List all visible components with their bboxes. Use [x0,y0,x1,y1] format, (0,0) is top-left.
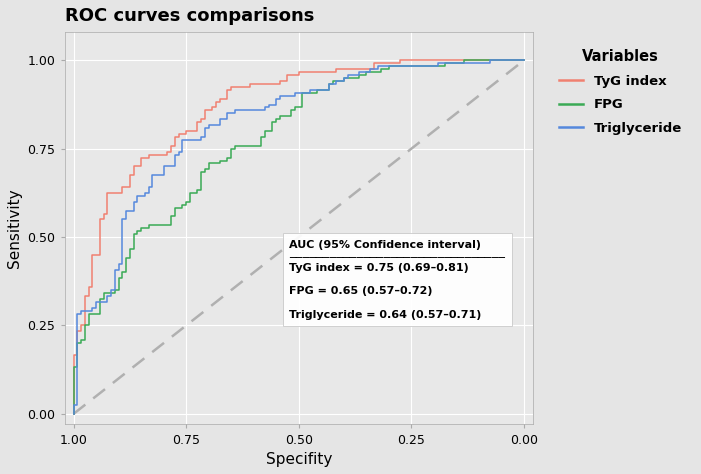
Text: AUC (95% Confidence interval)
────────────────────────────────
TyG index = 0.75 : AUC (95% Confidence interval) ──────────… [290,240,505,319]
Y-axis label: Sensitivity: Sensitivity [7,189,22,268]
Text: ROC curves comparisons: ROC curves comparisons [64,7,314,25]
X-axis label: Specifity: Specifity [266,452,332,467]
Legend: TyG index, FPG, Triglyceride: TyG index, FPG, Triglyceride [549,39,693,146]
